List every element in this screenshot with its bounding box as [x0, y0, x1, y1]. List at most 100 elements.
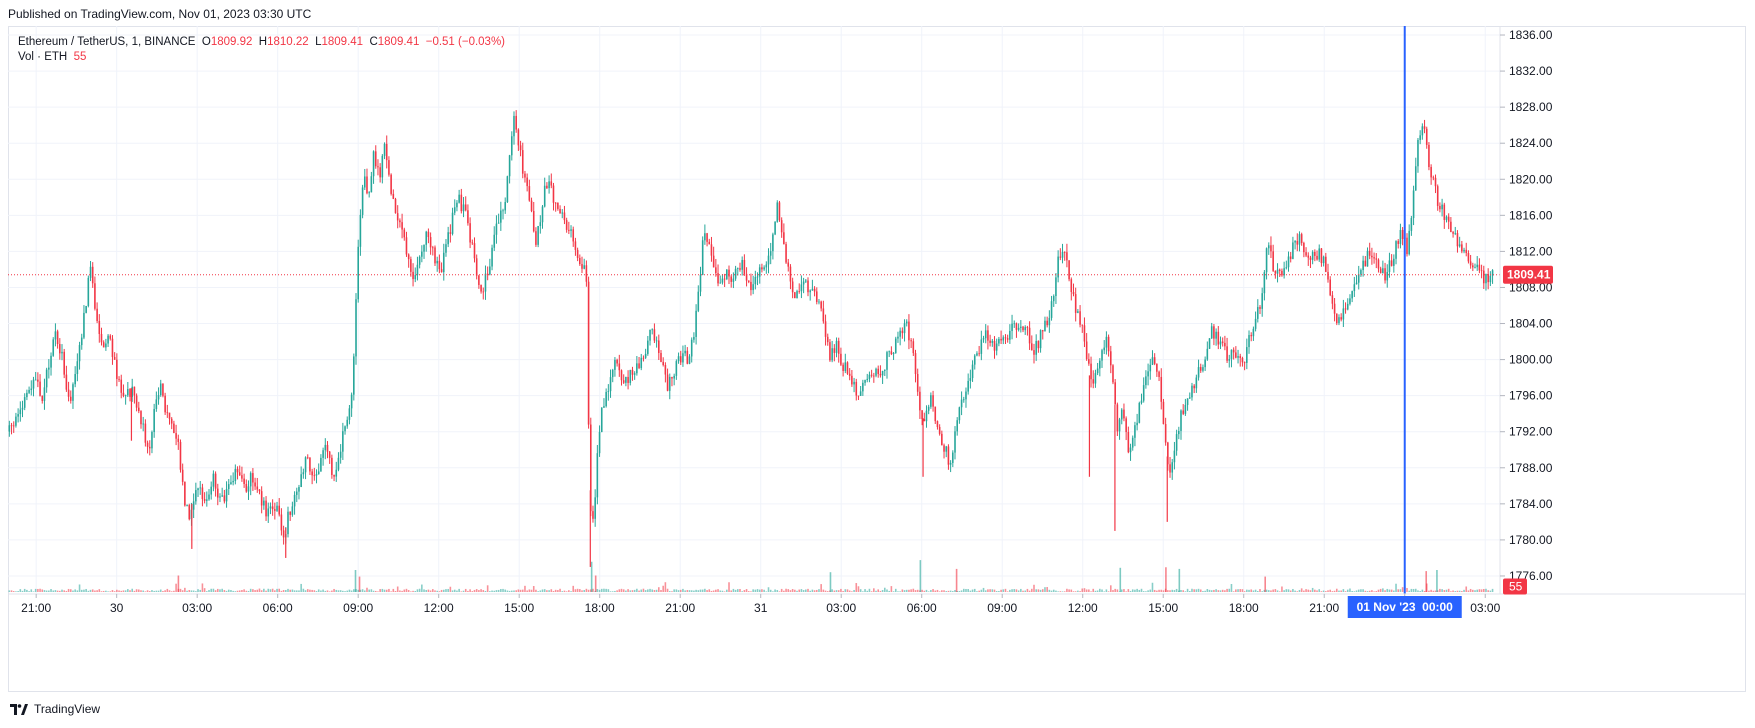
- volume-bars: [8, 560, 1494, 592]
- volume-bar: [952, 591, 954, 592]
- volume-bar: [1063, 591, 1066, 592]
- volume-bar: [451, 590, 454, 592]
- volume-bar: [587, 589, 590, 592]
- candle-body: [1428, 144, 1430, 168]
- candle-body: [201, 487, 204, 500]
- volume-bar: [260, 590, 263, 592]
- candle-body: [221, 495, 223, 497]
- volume-title[interactable]: Vol · ETH: [18, 51, 68, 63]
- volume-bar: [546, 590, 548, 592]
- volume-bar: [52, 590, 55, 592]
- candle-body: [1390, 260, 1393, 266]
- last-price-label: 1809.41: [1507, 268, 1551, 282]
- candle-body: [1421, 126, 1424, 136]
- volume-spike: [1178, 568, 1181, 592]
- volume-bar: [1088, 589, 1090, 592]
- volume-bar: [374, 590, 377, 592]
- symbol-title[interactable]: Ethereum / TetherUS, 1, BINANCE: [18, 36, 196, 48]
- candle-body: [438, 260, 441, 270]
- volume-bar: [122, 590, 125, 592]
- volume-bar: [423, 589, 425, 592]
- volume-bar: [102, 590, 105, 592]
- candle-body: [557, 202, 559, 209]
- candle-body: [427, 231, 430, 238]
- candle-body: [216, 488, 219, 498]
- candle-body: [1219, 341, 1222, 345]
- x-axis[interactable]: 21:00 30 03:00 06:00 09:00 12:00 15:00 18:00 21:…: [21, 594, 1501, 615]
- volume-bar: [1311, 587, 1314, 592]
- volume-bar: [991, 589, 994, 592]
- candle-body: [750, 281, 752, 291]
- grid: [8, 26, 1500, 594]
- candle-body: [1243, 362, 1246, 364]
- candle-body: [875, 368, 877, 376]
- candle-body: [19, 409, 22, 415]
- x-tick-label: 03:00: [182, 601, 212, 615]
- candle-body: [249, 473, 252, 487]
- volume-bar: [1474, 590, 1476, 592]
- volume-bar: [728, 582, 730, 592]
- candle-body: [1327, 271, 1329, 280]
- volume-bar: [162, 591, 164, 592]
- candle-body: [37, 379, 39, 382]
- candle-body: [508, 155, 511, 177]
- candle-body: [978, 353, 980, 355]
- volume-bar: [877, 589, 880, 592]
- volume-bar: [535, 589, 537, 592]
- candle-body: [1454, 233, 1457, 234]
- volume-bar: [688, 590, 691, 592]
- volume-bar: [1156, 590, 1158, 592]
- volume-bar: [789, 590, 792, 592]
- candle-body: [1265, 248, 1268, 273]
- candle-body: [989, 340, 991, 343]
- candle-body: [464, 204, 467, 211]
- volume-bar: [923, 590, 926, 592]
- volume-bar: [1028, 590, 1031, 592]
- candle-body: [1101, 350, 1103, 361]
- volume-bar: [414, 590, 417, 592]
- volume-bar: [429, 590, 432, 592]
- volume-bar: [1096, 590, 1099, 592]
- candle-body: [574, 241, 577, 250]
- candle-body: [342, 431, 344, 452]
- price-chart[interactable]: 1836.00 1832.00 1828.00 1824.00 1820.00 1816.…: [8, 26, 1746, 692]
- volume-bar: [489, 591, 491, 592]
- volume-bar: [12, 591, 15, 592]
- candle-body: [822, 308, 825, 322]
- candle-body: [594, 497, 596, 519]
- volume-bar: [530, 589, 533, 592]
- volume-bar: [282, 590, 285, 592]
- volume-bar: [227, 589, 230, 592]
- volume-bar: [1059, 591, 1062, 592]
- volume-bar: [778, 591, 781, 592]
- candle-body: [94, 283, 96, 309]
- candle-body: [500, 210, 502, 223]
- volume-bar: [1410, 588, 1413, 592]
- volume-bar: [348, 589, 351, 592]
- candle-body: [1105, 336, 1108, 348]
- candle-body: [1149, 364, 1152, 372]
- candle-body: [934, 406, 937, 422]
- volume-bar: [137, 589, 140, 592]
- y-axis[interactable]: 1836.00 1832.00 1828.00 1824.00 1820.00 1816.…: [1500, 28, 1553, 583]
- volume-bar: [1443, 590, 1446, 592]
- volume-bar: [559, 588, 561, 592]
- candle-body: [923, 419, 926, 422]
- candle-body: [179, 441, 182, 470]
- candle-body: [140, 411, 142, 425]
- volume-bar: [576, 588, 579, 592]
- volume-bar: [855, 583, 858, 592]
- candle-body: [855, 381, 858, 396]
- candle-body: [1393, 258, 1395, 266]
- candle-body: [767, 255, 770, 265]
- volume-bar: [63, 590, 65, 592]
- volume-bar: [524, 585, 526, 592]
- volume-bar: [254, 590, 256, 592]
- candle-body: [1300, 234, 1303, 243]
- volume-bar: [984, 590, 987, 592]
- volume-bar: [532, 586, 535, 592]
- tradingview-brand[interactable]: TradingView: [10, 702, 100, 716]
- volume-bar: [418, 588, 421, 592]
- volume-bar: [1002, 589, 1005, 592]
- candle-body: [1044, 320, 1046, 332]
